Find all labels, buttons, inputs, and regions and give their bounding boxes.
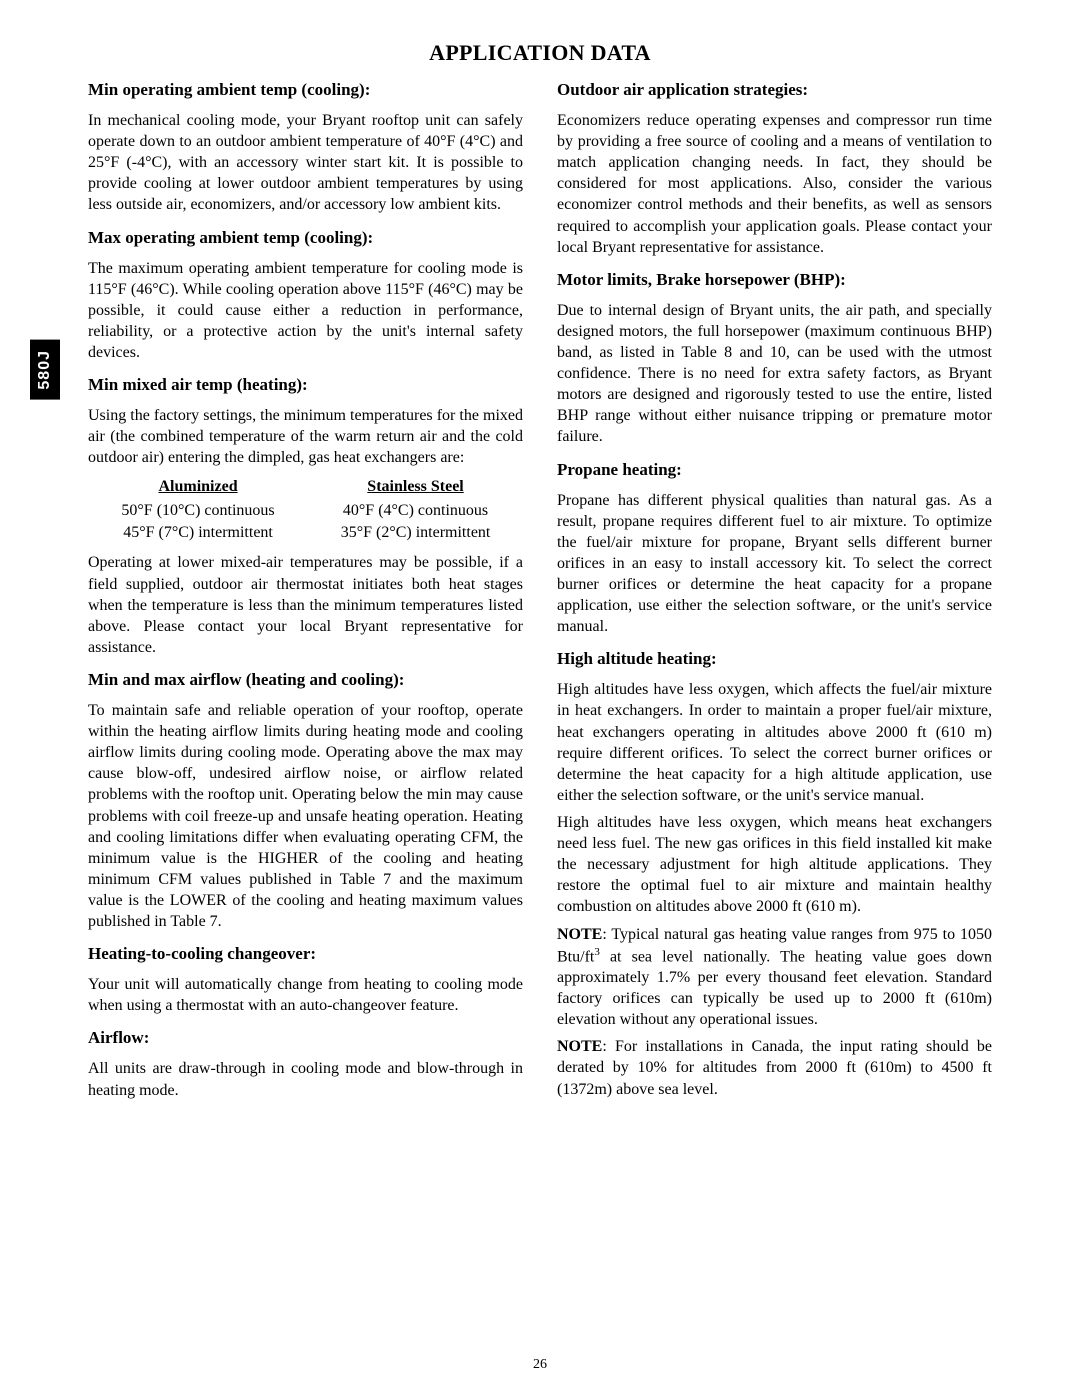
- heading-changeover: Heating-to-cooling changeover:: [88, 944, 523, 964]
- table-row: 50°F (10°C) continuous 40°F (4°C) contin…: [88, 500, 523, 522]
- heading-max-operating-cooling: Max operating ambient temp (cooling):: [88, 228, 523, 248]
- note-label: NOTE: [557, 926, 602, 943]
- table-row: Aluminized Stainless Steel: [88, 478, 523, 500]
- para: In mechanical cooling mode, your Bryant …: [88, 110, 523, 216]
- left-column: Min operating ambient temp (cooling): In…: [88, 80, 523, 1107]
- heading-motor-limits: Motor limits, Brake horsepower (BHP):: [557, 270, 992, 290]
- table-cell: 35°F (2°C) intermittent: [308, 522, 523, 544]
- table-cell: 50°F (10°C) continuous: [88, 500, 308, 522]
- para: Using the factory settings, the minimum …: [88, 405, 523, 468]
- right-column: Outdoor air application strategies: Econ…: [557, 80, 992, 1107]
- para: High altitudes have less oxygen, which m…: [557, 812, 992, 918]
- para: To maintain safe and reliable operation …: [88, 700, 523, 932]
- heading-outdoor-air: Outdoor air application strategies:: [557, 80, 992, 100]
- para: All units are draw-through in cooling mo…: [88, 1058, 523, 1100]
- para: Economizers reduce operating expenses an…: [557, 110, 992, 258]
- page-title: APPLICATION DATA: [88, 40, 992, 66]
- para: High altitudes have less oxygen, which a…: [557, 679, 992, 806]
- heading-min-max-airflow: Min and max airflow (heating and cooling…: [88, 670, 523, 690]
- page-number: 26: [0, 1357, 1080, 1373]
- col-header-stainless: Stainless Steel: [308, 478, 523, 500]
- note-text: : For installations in Canada, the input…: [557, 1038, 992, 1097]
- content-columns: Min operating ambient temp (cooling): In…: [88, 80, 992, 1107]
- heading-propane: Propane heating:: [557, 460, 992, 480]
- mixed-air-table: Aluminized Stainless Steel 50°F (10°C) c…: [88, 478, 523, 544]
- heading-high-altitude: High altitude heating:: [557, 649, 992, 669]
- para: The maximum operating ambient temperatur…: [88, 258, 523, 364]
- table-cell: 40°F (4°C) continuous: [308, 500, 523, 522]
- para: Your unit will automatically change from…: [88, 974, 523, 1016]
- para: Propane has different physical qualities…: [557, 490, 992, 638]
- model-tab: 580J: [30, 340, 60, 400]
- heading-airflow: Airflow:: [88, 1028, 523, 1048]
- note-label: NOTE: [557, 1038, 602, 1055]
- note-paragraph: NOTE: Typical natural gas heating value …: [557, 924, 992, 1031]
- note-paragraph: NOTE: For installations in Canada, the i…: [557, 1036, 992, 1099]
- heading-min-mixed-air: Min mixed air temp (heating):: [88, 375, 523, 395]
- para: Due to internal design of Bryant units, …: [557, 300, 992, 448]
- col-header-aluminized: Aluminized: [88, 478, 308, 500]
- heading-min-operating-cooling: Min operating ambient temp (cooling):: [88, 80, 523, 100]
- table-row: 45°F (7°C) intermittent 35°F (2°C) inter…: [88, 522, 523, 544]
- table-cell: 45°F (7°C) intermittent: [88, 522, 308, 544]
- para: Operating at lower mixed-air temperature…: [88, 552, 523, 658]
- note-text: at sea level nationally. The heating val…: [557, 948, 992, 1028]
